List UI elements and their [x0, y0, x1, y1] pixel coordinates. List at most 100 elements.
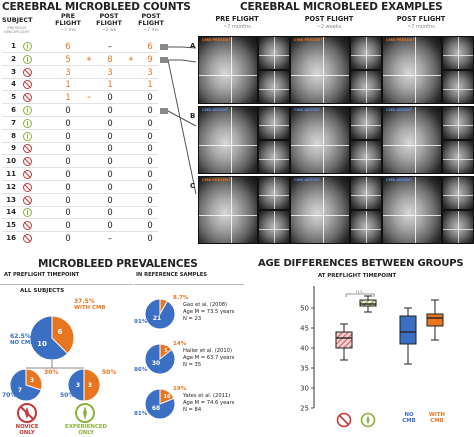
subject-id: 6: [11, 106, 16, 114]
example-col1-sub: ~7 months: [223, 24, 251, 30]
novice-icon: [23, 234, 32, 243]
boxplot-experienced-icon: [360, 412, 376, 428]
novice-icon: [23, 80, 32, 90]
pre-count: 1: [65, 79, 71, 90]
haller-no-n: 30: [152, 360, 160, 367]
main-cmb-pct: 37.5%: [74, 298, 95, 305]
post2-count: 0: [147, 156, 153, 167]
subject-id: 2: [11, 54, 16, 63]
cmb-tag: CMB ABSENT: [294, 178, 321, 182]
ns-label: n.s.: [356, 290, 364, 295]
pre-count: 0: [65, 233, 71, 243]
y-tick-label: 50: [300, 304, 309, 312]
post-count: 0: [107, 156, 113, 167]
subject-id: 15: [6, 221, 16, 230]
cmb-tag: CMB ABSENT: [202, 108, 229, 112]
pre-count: 0: [65, 105, 71, 115]
experienced-icon: [23, 118, 32, 128]
experienced-icon: [23, 106, 32, 115]
post-count: 0: [107, 117, 113, 128]
pre-count: 6: [65, 41, 71, 51]
pre-count: 0: [65, 194, 71, 205]
post2-count: 0: [147, 207, 153, 218]
row-label-b: B: [190, 112, 196, 120]
connector-bar-2: [160, 57, 168, 63]
pre-count: 0: [65, 143, 71, 154]
post-count: –: [107, 41, 113, 51]
box: [426, 313, 444, 327]
change-marker-1: –: [87, 93, 91, 102]
mri-inset-superior: [350, 176, 382, 210]
novice-icon: [23, 170, 32, 179]
post-count: 0: [107, 169, 113, 179]
cmb-tag: CMB ABSENT: [386, 178, 413, 182]
boxplot-novice-icon: [336, 412, 352, 428]
experienced-icon: [23, 131, 32, 141]
novice-icon: [23, 157, 32, 167]
connector-lines: [168, 46, 197, 195]
post-flight-subheader: ~2 wk: [101, 28, 117, 33]
ref-pie-haller: 30 5: [144, 343, 176, 375]
experienced-icon: [75, 403, 95, 423]
row-divider: [2, 64, 158, 66]
post2-count: 0: [147, 130, 153, 141]
post2-count: 3: [147, 66, 153, 77]
row-divider: [2, 141, 158, 143]
post2-count: 0: [147, 233, 153, 243]
gao-n: N = 23: [183, 316, 202, 322]
subject-id: 10: [6, 157, 16, 166]
novice-icon: [17, 403, 37, 423]
example-col2-sub: ~2 weeks: [316, 24, 342, 30]
row-divider: [2, 52, 158, 53]
cmb-tag: CMB ABSENT: [294, 108, 321, 112]
mri-slice-main: CMB ABSENT: [382, 106, 442, 174]
gao-name: Gao et al. (2008): [183, 302, 228, 308]
yates-cmb-pct: 19%: [173, 386, 187, 392]
pre-count: 0: [65, 156, 71, 167]
pre-flight-header: PRE FLIGHT: [55, 12, 81, 27]
subject-id: 1: [11, 42, 16, 50]
connector-bar-1: [160, 44, 168, 50]
haller-no-pct: 86%: [134, 367, 148, 373]
mri-inset-superior: [350, 36, 382, 70]
gao-no-pct: 91%: [134, 319, 148, 325]
y-ticks: 50 45 40 35 30 25: [300, 304, 314, 412]
divider-left: [0, 284, 133, 285]
mri-inset-superior: [442, 176, 474, 210]
novice-icon: [23, 93, 32, 103]
post-count: 0: [107, 181, 113, 192]
mri-slice-main: CMB PRESENT: [198, 176, 258, 244]
pre-count: 3: [65, 66, 71, 77]
haller-name: Haller et al. (2010): [183, 348, 232, 354]
mri-slice-main: CMB PRESENT: [382, 36, 442, 104]
change-marker-2: +: [128, 54, 134, 63]
yates-age: Age M = 74.6 years: [183, 400, 235, 406]
post-count: 3: [107, 66, 113, 77]
exp-no-pct: 50%: [60, 392, 75, 399]
post-count: 0: [107, 130, 113, 141]
mri-slice-main: CMB ABSENT: [290, 106, 350, 174]
pre-count: 0: [65, 207, 71, 218]
subject-id: 14: [6, 208, 16, 217]
mri-inset-inferior: [350, 140, 382, 174]
post-flight-header: POST FLIGHT: [96, 12, 122, 27]
ref-pie-yates: 68 16: [144, 388, 176, 420]
post-count: 0: [107, 105, 113, 115]
mri-inset-superior: [258, 106, 290, 140]
mri-slice-main: CMB ABSENT: [382, 176, 442, 244]
haller-cmb-pct: 14%: [173, 341, 187, 347]
yates-cmb-n: 16: [164, 394, 171, 400]
novice-pie: 3 7: [9, 368, 43, 402]
pre-count: 0: [65, 130, 71, 141]
yates-no-pct: 81%: [134, 411, 148, 417]
novice-icon: [23, 195, 32, 205]
main-pie-cmb: [51, 315, 75, 355]
y-tick-label: 25: [300, 404, 309, 412]
mri-inset-inferior: [442, 210, 474, 244]
subject-id: 12: [6, 182, 16, 191]
tree-connector: [26, 360, 84, 369]
post-count: 0: [107, 194, 113, 205]
gao-no-n: 21: [153, 315, 161, 322]
row-divider: [2, 116, 158, 117]
boxes: [335, 295, 444, 365]
